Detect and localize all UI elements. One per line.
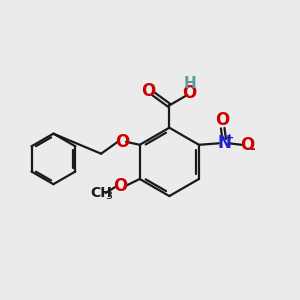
Text: O: O xyxy=(115,133,129,151)
Text: -: - xyxy=(249,142,255,156)
Text: O: O xyxy=(113,177,128,195)
Text: H: H xyxy=(184,76,196,91)
Text: O: O xyxy=(182,84,196,102)
Text: O: O xyxy=(216,111,230,129)
Text: O: O xyxy=(141,82,156,100)
Text: N: N xyxy=(217,134,231,152)
Text: CH: CH xyxy=(90,186,112,200)
Text: 3: 3 xyxy=(105,191,112,201)
Text: +: + xyxy=(225,133,234,143)
Text: O: O xyxy=(240,136,254,154)
